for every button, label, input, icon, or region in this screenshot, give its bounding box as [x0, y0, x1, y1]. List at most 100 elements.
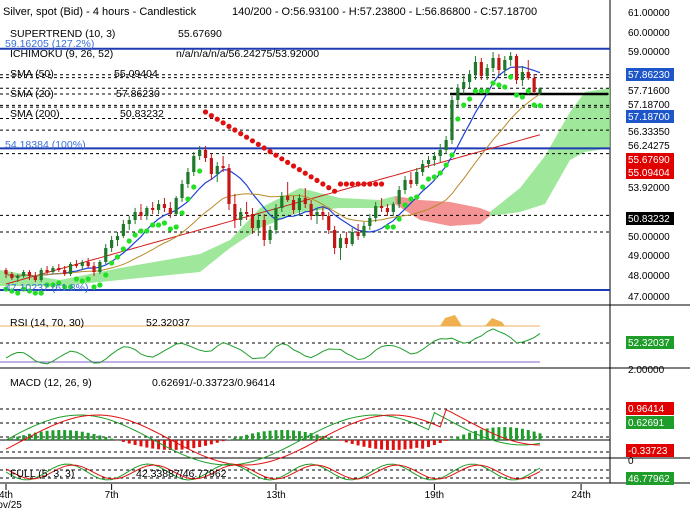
macd-histogram-bar: [538, 433, 542, 440]
supertrend-dot: [138, 228, 144, 234]
candle-body: [467, 74, 472, 82]
candle-body: [444, 140, 448, 150]
candle-body: [309, 204, 313, 216]
supertrend-dot: [525, 88, 531, 94]
macd-histogram-bar: [526, 430, 530, 440]
supertrend-dot: [490, 80, 496, 86]
supertrend-dot: [243, 134, 250, 140]
candle-body: [286, 196, 290, 200]
supertrend-dot: [478, 88, 484, 94]
macd-histogram-bar: [98, 435, 102, 440]
price-tag-label: 57.86230: [628, 70, 670, 81]
macd-histogram-bar: [139, 440, 143, 447]
supertrend-dot: [373, 181, 379, 187]
macd-histogram-bar: [221, 440, 225, 442]
macd-histogram-bar: [421, 440, 425, 449]
candle-body: [209, 158, 213, 174]
candle-body: [374, 206, 378, 218]
macd-value: 0.62691/-0.33723/0.96414: [152, 377, 276, 389]
macd-histogram-bar: [233, 437, 237, 440]
macd-histogram-bar: [309, 433, 313, 440]
macd-histogram-bar: [427, 440, 431, 447]
candle-body: [368, 218, 372, 226]
candle-body: [156, 204, 161, 210]
macd-histogram-bar: [274, 430, 278, 440]
macd-histogram-bar: [256, 432, 260, 440]
price-tag: [626, 166, 674, 179]
supertrend-dot: [226, 123, 232, 129]
candle-body: [473, 62, 478, 74]
candle-body: [168, 208, 172, 214]
macd-histogram-bar: [356, 440, 360, 446]
supertrend-dot: [402, 202, 408, 208]
supertrend-dot: [44, 282, 50, 288]
macd-histogram-bar: [479, 429, 483, 440]
candle-body: [262, 220, 266, 240]
fib-label-618: 47.10237 (61.8%): [5, 282, 89, 294]
supertrend-dot: [431, 174, 437, 180]
candle-body: [22, 272, 26, 276]
macd-histogram-bar: [215, 440, 219, 443]
supertrend-dot: [220, 120, 226, 126]
price-axis-label: 50.00000: [628, 232, 670, 243]
ichimoku-cloud-bullish: [0, 188, 395, 286]
supertrend-dot: [197, 168, 203, 174]
x-axis-sublabel: Nov/25: [0, 500, 22, 510]
x-axis-label: 24th: [571, 490, 590, 501]
rsi-value-tag-label: 52.32037: [628, 338, 670, 349]
supertrend-dot: [531, 102, 537, 108]
macd-histogram-bar: [121, 440, 125, 442]
macd-histogram-bar: [133, 440, 137, 446]
candle-body: [16, 276, 20, 278]
macd-histogram-bar: [16, 436, 20, 440]
candle-body: [239, 212, 243, 220]
supertrend-dot: [437, 170, 443, 176]
ichimoku-cloud-forward: [490, 88, 610, 216]
candle-body: [509, 56, 513, 60]
macd-histogram-bar: [473, 430, 477, 440]
candle-body: [426, 160, 431, 164]
supertrend-dot: [185, 196, 191, 202]
macd-histogram-bar: [250, 433, 254, 440]
stoch-axis-label: 0: [628, 456, 634, 467]
rsi-overbought-fill: [440, 315, 462, 326]
candle-body: [57, 268, 61, 270]
macd-histogram-bar: [92, 434, 96, 440]
macd-histogram-bar: [515, 427, 519, 440]
supertrend-dot: [155, 222, 162, 228]
supertrend-dot: [267, 149, 273, 155]
candle-body: [215, 166, 219, 174]
supertrend-dot: [67, 284, 74, 290]
supertrend-dot: [320, 181, 326, 187]
macd-histogram-bar: [39, 431, 43, 440]
macd-histogram-bar: [86, 432, 90, 440]
supertrend-dot: [62, 284, 68, 290]
x-axis-label: 19th: [425, 490, 444, 501]
supertrend-dot: [38, 290, 44, 296]
supertrend-dot: [513, 92, 520, 98]
candle-body: [297, 198, 302, 210]
candle-body: [456, 88, 460, 100]
candle-body: [10, 274, 14, 278]
macd-histogram-bar: [33, 432, 37, 440]
price-axis-label: 60.00000: [628, 28, 670, 39]
macd-histogram-bar: [385, 440, 389, 450]
candle-body: [51, 268, 55, 272]
x-axis-label: 13th: [266, 490, 285, 501]
candle-body: [86, 262, 90, 266]
macd-histogram-bar: [415, 440, 419, 448]
price-tag: [626, 153, 674, 166]
supertrend-dot: [302, 170, 308, 176]
rsi-line: [5, 328, 541, 365]
supertrend-dot: [537, 103, 543, 109]
candle-body: [33, 276, 37, 280]
candle-body: [110, 240, 114, 248]
macd-value-tag: [626, 402, 674, 415]
supertrend-dot: [425, 176, 432, 182]
macd-histogram-bar: [162, 440, 166, 450]
supertrend-dot: [173, 224, 179, 230]
macd-histogram-bar: [303, 432, 307, 440]
candle-body: [462, 82, 466, 88]
candle-body: [92, 266, 96, 272]
